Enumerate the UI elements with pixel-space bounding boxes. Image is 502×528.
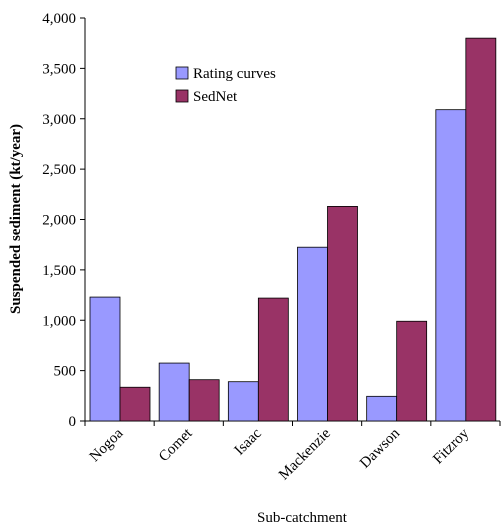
y-tick-label: 2,000: [42, 213, 76, 229]
y-tick-label: 4,000: [42, 11, 76, 27]
y-tick-label: 2,500: [42, 162, 76, 178]
legend: Rating curves SedNet: [175, 66, 276, 105]
x-axis: [84, 420, 501, 426]
x-tick-labels: Nogoa Comet Isaac Mackenzie Dawson Fitzroy: [87, 425, 473, 483]
x-tick-label-isaac: Isaac: [232, 425, 265, 458]
x-tick-label-fitzroy: Fitzroy: [430, 425, 472, 467]
x-tick-label-nogoa: Nogoa: [87, 425, 127, 465]
y-axis-title: Suspended sediment (kt/year): [8, 124, 24, 314]
bar-rating-curves-dawson: [366, 395, 398, 422]
bar-rating-curves-isaac: [227, 381, 259, 422]
bars: [89, 37, 497, 422]
x-tick-label-mackenzie: Mackenzie: [276, 425, 334, 483]
x-axis-title: Sub-catchment: [257, 510, 348, 526]
y-tick-label: 500: [54, 364, 77, 380]
legend-label-sednet: SedNet: [193, 89, 238, 105]
bar-sednet-nogoa: [119, 386, 151, 422]
legend-swatch-rating-curves: [175, 66, 189, 80]
bar-rating-curves-mackenzie: [297, 246, 328, 422]
bar-sednet-fitzroy: [465, 37, 497, 422]
y-tick-label: 3,500: [42, 61, 76, 77]
x-tick-label-comet: Comet: [156, 425, 196, 465]
bar-sednet-dawson: [396, 320, 428, 422]
bar-rating-curves-nogoa: [89, 296, 121, 422]
legend-swatch-sednet: [175, 89, 189, 103]
y-axis: 0 500 1,000 1,500 2,000 2,500 3,000 3,500 4,000: [42, 11, 86, 430]
bar-rating-curves-comet: [158, 362, 190, 422]
legend-label-rating-curves: Rating curves: [193, 66, 276, 82]
bar-sednet-isaac: [257, 297, 289, 422]
x-tick-label-dawson: Dawson: [357, 425, 403, 471]
y-tick-label: 0: [69, 414, 77, 430]
bar-rating-curves-fitzroy: [435, 109, 467, 422]
bar-sednet-mackenzie: [327, 206, 358, 422]
y-tick-label: 3,000: [42, 112, 76, 128]
bar-sednet-comet: [188, 379, 220, 422]
y-tick-label: 1,000: [42, 313, 76, 329]
y-tick-label: 1,500: [42, 263, 76, 279]
